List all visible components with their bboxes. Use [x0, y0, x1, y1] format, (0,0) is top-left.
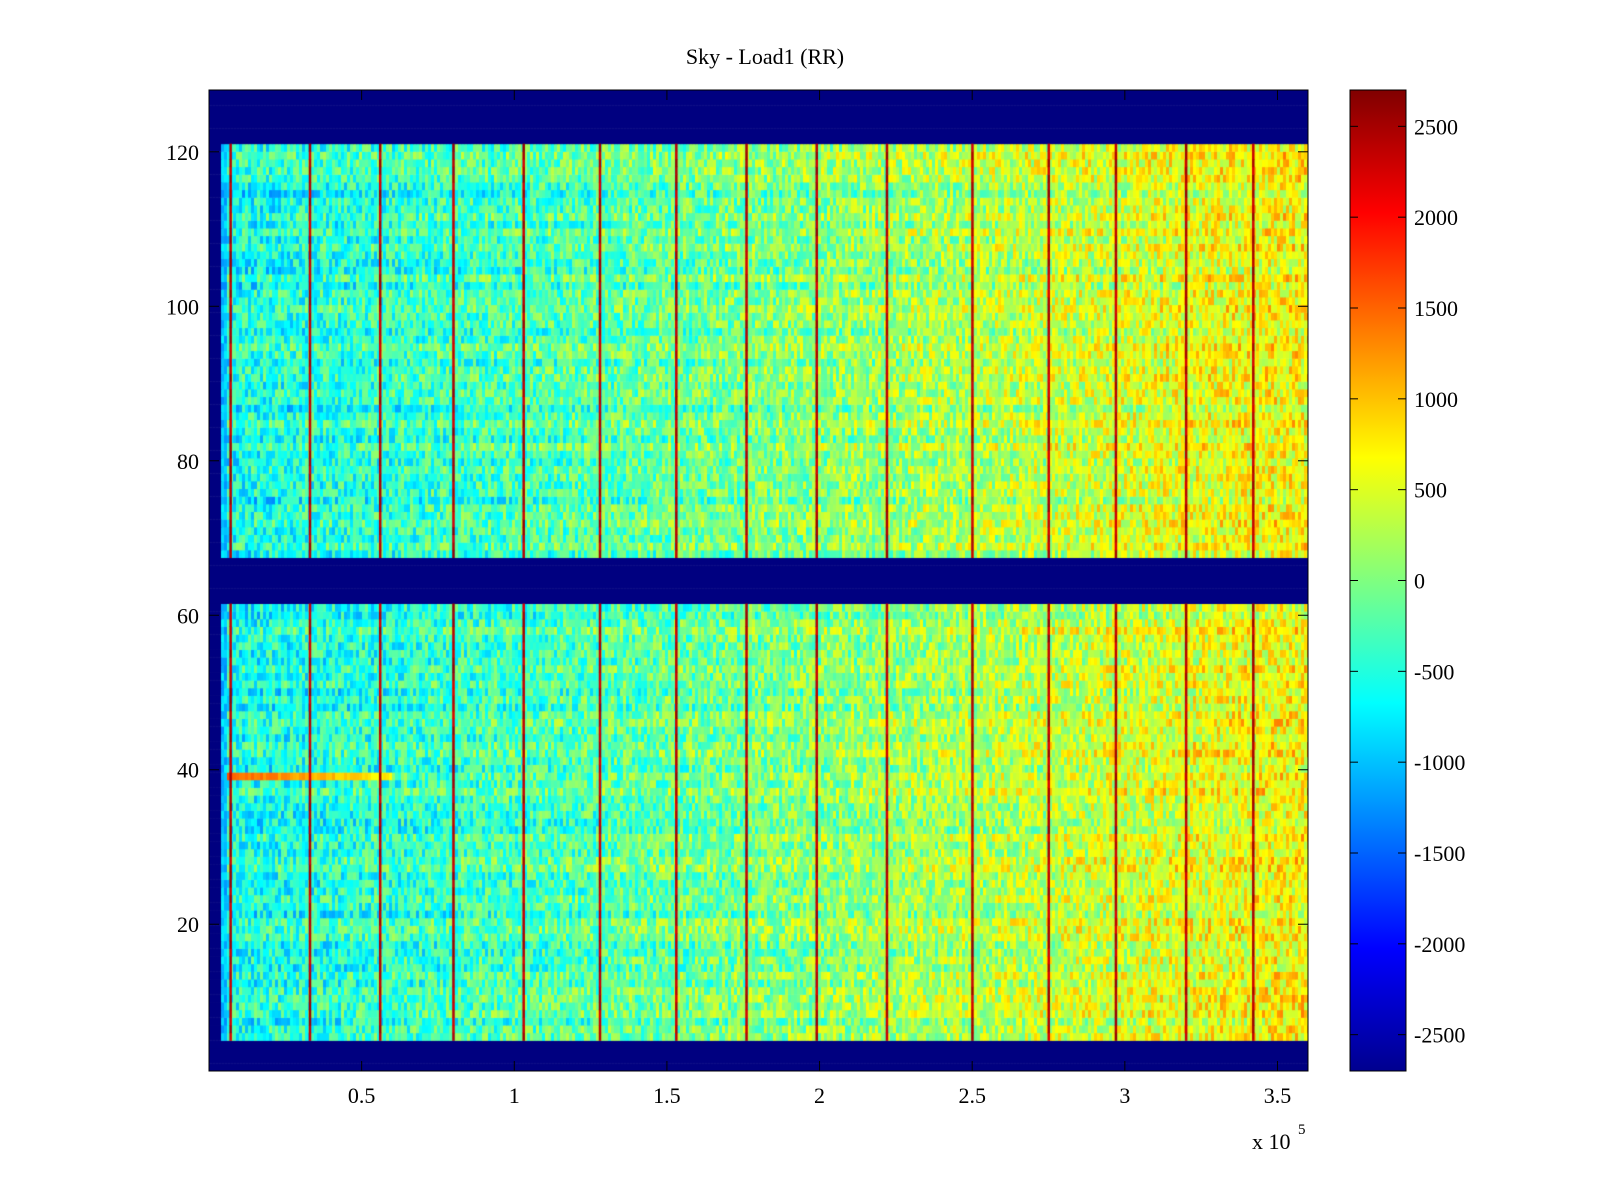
colorbar-tick-label: 2000	[1414, 205, 1458, 230]
heatmap-cells	[209, 90, 1308, 1071]
colorbar-tick-label: 1500	[1414, 296, 1458, 321]
x-tick-label: 0.5	[348, 1083, 376, 1108]
y-axis-ticks: 20 40 60 80 100 120	[166, 140, 1308, 937]
heatmap-image	[209, 90, 1308, 1071]
colorbar-tick-label: 500	[1414, 478, 1447, 503]
chart-title: Sky - Load1 (RR)	[685, 44, 845, 69]
colorbar-tick-label: -2000	[1414, 932, 1465, 957]
x-tick-label: 2.5	[958, 1083, 986, 1108]
x-tick-label: 1.5	[653, 1083, 681, 1108]
colorbar-tick-label: 2500	[1414, 114, 1458, 139]
x-axis-exponent-power: 5	[1298, 1122, 1306, 1138]
x-tick-label: 2	[814, 1083, 825, 1108]
y-tick-label: 60	[177, 603, 199, 628]
x-tick-label: 3.5	[1264, 1083, 1292, 1108]
y-tick-label: 80	[177, 449, 199, 474]
x-tick-label: 1	[509, 1083, 520, 1108]
colorbar-tick-label: -1500	[1414, 841, 1465, 866]
x-tick-label: 3	[1119, 1083, 1130, 1108]
colorbar-tick-label: 0	[1414, 569, 1425, 594]
x-axis-ticks: 0.5 1 1.5 2 2.5 3 3.5	[348, 90, 1291, 1108]
y-tick-label: 100	[166, 294, 199, 319]
colorbar-tick-label: -2500	[1414, 1023, 1465, 1048]
colorbar-tick-label: -500	[1414, 659, 1454, 684]
plot-frame	[208, 89, 1309, 1072]
y-tick-label: 40	[177, 758, 199, 783]
colorbar-ticks: -2500 -2000 -1500 -1000 -500 0 500 1000 1500 2000…	[1350, 114, 1465, 1048]
y-tick-label: 20	[177, 912, 199, 937]
y-tick-label: 120	[166, 140, 199, 165]
colorbar	[1349, 89, 1407, 1072]
colorbar-tick-label: 1000	[1414, 387, 1458, 412]
x-axis-exponent-label: x 10	[1252, 1129, 1291, 1154]
colorbar-tick-label: -1000	[1414, 750, 1465, 775]
